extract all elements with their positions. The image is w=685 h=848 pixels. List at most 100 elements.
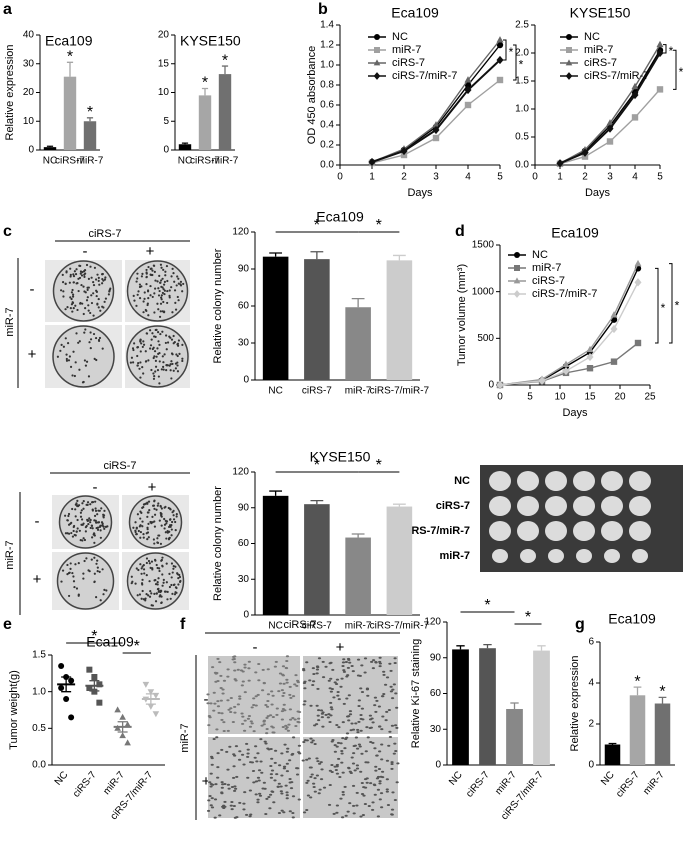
colony bbox=[158, 519, 161, 522]
nucleus bbox=[209, 783, 213, 786]
colony bbox=[166, 590, 169, 593]
colony bbox=[96, 566, 99, 569]
marker bbox=[631, 114, 639, 121]
nucleus bbox=[393, 742, 397, 745]
colony bbox=[82, 285, 85, 288]
tumor bbox=[604, 549, 620, 563]
colony bbox=[136, 277, 139, 280]
colony bbox=[139, 361, 142, 364]
nucleus bbox=[285, 655, 290, 658]
y-tick-label: 60 bbox=[238, 301, 250, 312]
nucleus bbox=[236, 668, 240, 671]
nucleus bbox=[262, 723, 266, 726]
nucleus bbox=[247, 660, 251, 663]
colony bbox=[136, 346, 139, 349]
nucleus bbox=[357, 704, 361, 707]
nucleus bbox=[355, 767, 360, 770]
colony bbox=[157, 577, 160, 580]
colony bbox=[174, 308, 178, 311]
marker bbox=[514, 252, 520, 258]
marker bbox=[606, 138, 614, 145]
colony bbox=[155, 355, 158, 358]
nucleus bbox=[250, 706, 254, 709]
nucleus bbox=[229, 707, 233, 710]
nucleus bbox=[376, 815, 380, 818]
colony bbox=[161, 330, 164, 333]
nucleus bbox=[375, 777, 380, 780]
y-tick-label: 90 bbox=[238, 264, 250, 275]
nucleus bbox=[284, 784, 288, 787]
tumor bbox=[573, 521, 595, 541]
nucleus bbox=[321, 725, 325, 728]
colony bbox=[151, 347, 154, 351]
colony bbox=[170, 360, 173, 363]
marker bbox=[586, 365, 594, 372]
colony bbox=[94, 500, 97, 503]
legend-label: NC bbox=[392, 31, 408, 43]
colony bbox=[159, 590, 162, 594]
nucleus bbox=[277, 782, 281, 785]
colony bbox=[174, 529, 177, 532]
nucleus bbox=[295, 679, 300, 682]
nucleus bbox=[271, 694, 275, 697]
nucleus bbox=[319, 709, 324, 712]
bar bbox=[386, 260, 413, 380]
colony bbox=[139, 530, 142, 534]
nucleus bbox=[223, 805, 227, 808]
colony bbox=[176, 370, 180, 373]
nucleus bbox=[347, 694, 351, 697]
nucleus bbox=[289, 696, 293, 699]
colony bbox=[83, 538, 87, 542]
nucleus bbox=[285, 770, 290, 773]
x-tick-label: 5 bbox=[527, 392, 533, 403]
legend-label: ciRS-7/miR-7 bbox=[532, 288, 597, 300]
colony bbox=[144, 599, 147, 602]
nucleus bbox=[269, 765, 273, 768]
colony bbox=[89, 265, 92, 268]
colony bbox=[59, 289, 63, 292]
error-bar bbox=[181, 142, 189, 145]
nucleus bbox=[305, 739, 309, 742]
colony bbox=[90, 558, 93, 561]
colony bbox=[140, 567, 143, 570]
nucleus bbox=[381, 715, 385, 718]
nucleus bbox=[322, 786, 327, 789]
x-tick-label: 3 bbox=[433, 172, 439, 183]
error-bar bbox=[510, 702, 519, 709]
nucleus bbox=[335, 772, 340, 775]
nucleus bbox=[337, 726, 341, 729]
colony bbox=[163, 289, 166, 292]
colony bbox=[86, 501, 90, 504]
nucleus bbox=[282, 703, 286, 706]
tumor bbox=[548, 549, 564, 563]
tumor bbox=[492, 549, 508, 563]
sign: + bbox=[146, 243, 155, 260]
colony bbox=[71, 374, 74, 377]
nucleus bbox=[220, 781, 224, 784]
tumor bbox=[489, 496, 511, 516]
nucleus bbox=[394, 692, 398, 695]
y-tick-label: 5 bbox=[163, 116, 169, 127]
nucleus bbox=[275, 713, 279, 716]
nucleus bbox=[311, 739, 315, 742]
error-bar bbox=[66, 61, 74, 77]
x-tick-label: miR-7 bbox=[77, 156, 104, 167]
significance: * bbox=[222, 52, 228, 69]
bar bbox=[654, 703, 671, 765]
colony bbox=[108, 290, 111, 293]
colony bbox=[81, 502, 84, 505]
nucleus bbox=[347, 767, 351, 770]
colony bbox=[69, 273, 72, 276]
colony bbox=[88, 570, 91, 573]
colony bbox=[149, 347, 152, 350]
nucleus bbox=[359, 687, 363, 690]
colony bbox=[146, 302, 149, 305]
x-tick-label: 10 bbox=[554, 392, 566, 403]
nucleus bbox=[326, 716, 330, 719]
nucleus bbox=[337, 757, 341, 760]
nucleus bbox=[248, 725, 253, 728]
colony bbox=[56, 355, 59, 358]
colony bbox=[98, 336, 102, 340]
colony bbox=[93, 580, 96, 583]
nucleus bbox=[328, 784, 332, 787]
